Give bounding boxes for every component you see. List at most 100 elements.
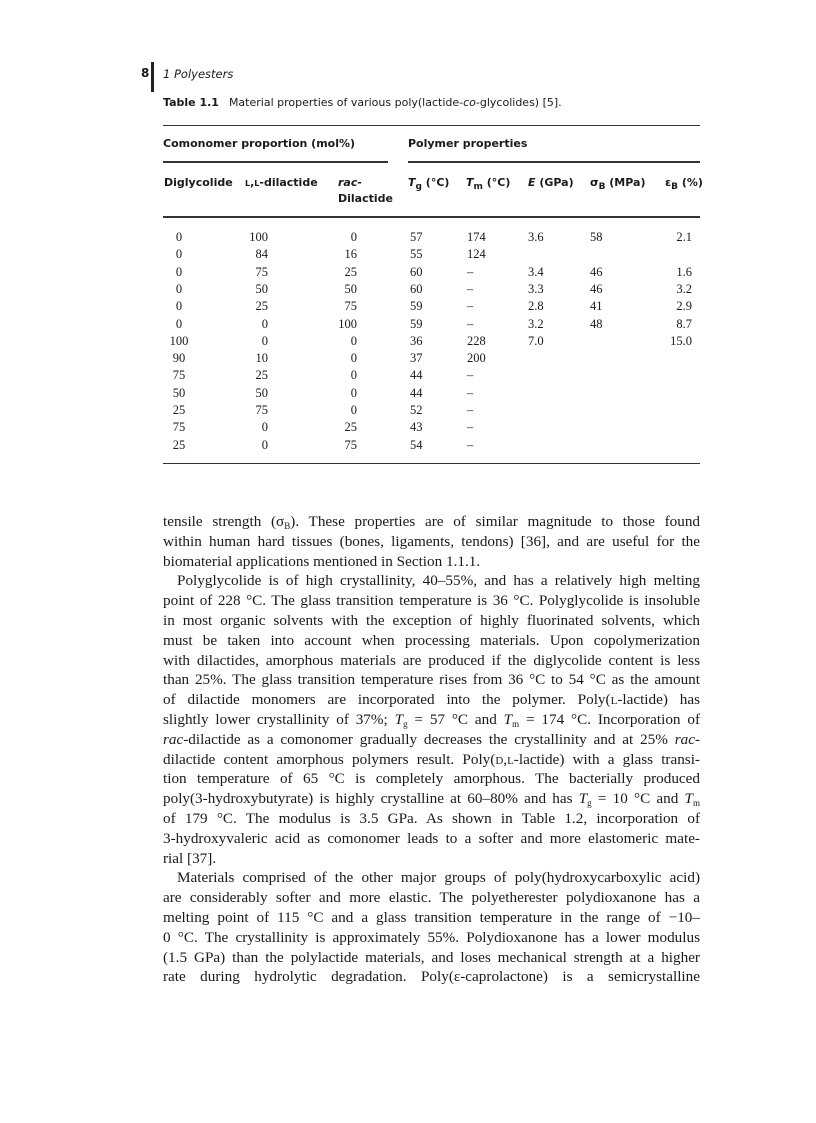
group-header-polymer: Polymer properties [408, 137, 528, 150]
table-cell: – [467, 316, 474, 331]
table-cell: – [467, 368, 474, 383]
column-header: E (GPa) [528, 176, 574, 189]
text-segment: must be taken into account when processi… [163, 631, 700, 649]
text-segment: rac [674, 730, 695, 748]
table-cell: 100 [249, 230, 268, 244]
text-segment: rac- [338, 176, 362, 189]
text-segment: T [394, 711, 404, 728]
text-segment: are considerably softer and more elastic… [163, 889, 700, 907]
table-cell: 0 [175, 230, 183, 244]
table-cell: – [467, 437, 474, 452]
text-segment: biomaterial applications mentioned in Se… [163, 552, 481, 570]
table-cell: 25 [344, 420, 358, 435]
text-segment: -lactide) with a glass transi- [513, 750, 700, 768]
body-line: in most organic solvents with the except… [163, 612, 700, 630]
body-line: are considerably softer and more elastic… [163, 889, 700, 907]
text-segment: = 10 °C and [591, 790, 685, 808]
column-header: Tm (°C) [466, 176, 510, 192]
table-cell: 59 [410, 299, 423, 314]
table-cell: 50 [255, 385, 269, 400]
table-cell: 0 [261, 333, 268, 348]
table-cell: 75 [172, 420, 186, 435]
body-line: of dilactide monomers are incorporated i… [163, 691, 700, 709]
running-title: 1 Polyesters [163, 67, 234, 81]
text-segment: E [528, 176, 536, 189]
table-cell: 10 [255, 351, 269, 366]
table-cell: 75 [344, 299, 358, 314]
text-segment: m [693, 798, 701, 809]
body-line: within human hard tissues (bones, ligame… [163, 533, 700, 551]
table-cell: 55 [410, 247, 423, 262]
table-caption: Table 1.1 Material properties of various … [163, 96, 562, 109]
body-line: than 25%. The glass transition temperatu… [163, 671, 700, 689]
table-cell: 50 [172, 385, 186, 400]
text-segment: = 174 °C. Incorporation of [519, 711, 700, 728]
text-segment: ). These properties are of similar magni… [290, 513, 701, 530]
text-segment: T [466, 176, 474, 189]
body-line: with dilactides, amorphous materials are… [163, 652, 700, 670]
header-bottom-rule [163, 216, 700, 218]
column-header: rac- Dilactide [338, 176, 393, 205]
text-segment: tion temperature of 65 °C is completely … [163, 770, 700, 788]
body-line: point of 228 °C. The glass transition te… [163, 592, 700, 610]
text-segment: 0 °C. The crystallinity is approximately… [163, 928, 700, 946]
text-segment: tensile strength (σ [163, 513, 285, 530]
text-segment: (1.5 GPa) than the polylactide materials… [163, 948, 700, 966]
table-cell: 0 [350, 385, 357, 400]
table-cell: 58 [590, 230, 603, 244]
text-segment: T [578, 790, 588, 808]
body-line: Materials comprised of the other major g… [163, 869, 700, 887]
table-cell: 37 [410, 351, 423, 366]
text-segment: l [610, 691, 618, 709]
table-cell: 57 [410, 230, 423, 244]
table-cell: 0 [175, 247, 183, 262]
body-line: (1.5 GPa) than the polylactide materials… [163, 949, 700, 967]
page-number: 8 [141, 66, 150, 80]
text-segment: T [408, 176, 416, 189]
table-cell: – [467, 420, 474, 435]
table-cell: 3.4 [528, 264, 544, 279]
table-cell: 46 [590, 264, 603, 279]
text-segment: of 179 °C. The modulus is 3.5 GPa. As sh… [163, 810, 700, 827]
text-segment: (%) [678, 176, 703, 189]
table-cell: 25 [255, 368, 269, 383]
column-header: εB (%) [665, 176, 703, 192]
table-cell: 3.6 [528, 230, 544, 244]
table-label: Table 1.1 [163, 96, 219, 109]
text-segment: g [403, 719, 408, 729]
table-cell: 43 [410, 420, 423, 435]
table-cell: 1.6 [676, 264, 692, 279]
table-cell: 0 [261, 437, 268, 452]
text-segment: T [684, 790, 693, 808]
text-segment: B [671, 182, 678, 192]
table-cell: 25 [344, 264, 358, 279]
table-cell: 228 [467, 333, 486, 348]
text-segment: with dilactides, amorphous materials are… [163, 651, 700, 669]
text-segment: T [503, 711, 513, 728]
table-cell: 174 [467, 230, 486, 244]
table-cell: 50 [255, 281, 269, 296]
table-cell: 100 [338, 316, 357, 331]
text-segment: σ [590, 176, 599, 189]
table-cell: 50 [344, 281, 358, 296]
table-cell: 41 [590, 299, 603, 314]
text-segment: B [598, 182, 606, 192]
text-segment: point of 228 °C. The glass transition te… [163, 592, 700, 610]
text-segment: l,l [245, 176, 260, 189]
column-header-line2: Dilactide [338, 192, 393, 205]
text-segment: (MPa) [605, 176, 646, 189]
body-line: rial [37]. [163, 850, 700, 868]
table-cell: 124 [467, 247, 486, 262]
text-segment: in most organic solvents with the except… [163, 612, 700, 629]
text-segment: melting point of 115 °C and a glass tran… [163, 909, 700, 926]
text-segment: -dilactide [259, 176, 318, 189]
column-header: σB (MPa) [590, 176, 645, 192]
table-cell: 100 [169, 333, 189, 348]
body-line: 0 °C. The crystallinity is approximately… [163, 929, 700, 947]
table-cell: 59 [410, 316, 423, 331]
text-segment: ε [665, 176, 672, 189]
text-segment: d,l [495, 750, 514, 768]
table-cell: 0 [350, 230, 357, 244]
table-cell: 0 [175, 264, 183, 279]
body-line: dilactide content amorphous polymers res… [163, 751, 700, 769]
